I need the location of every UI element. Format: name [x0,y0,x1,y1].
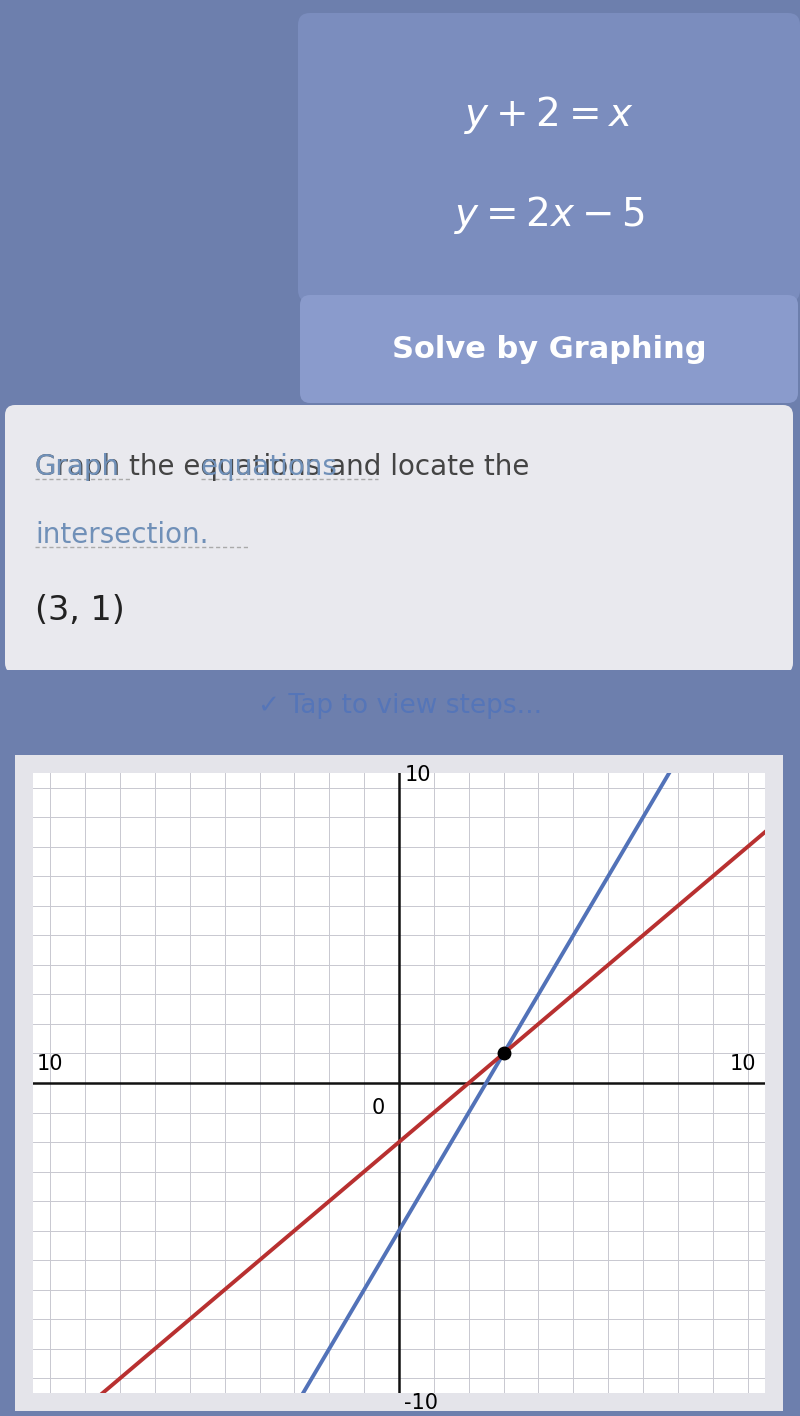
Text: intersection.: intersection. [35,521,209,549]
Text: (3, 1): (3, 1) [35,593,125,626]
FancyBboxPatch shape [7,748,791,1416]
Text: $y + 2 = x$: $y + 2 = x$ [464,93,634,136]
Text: Solve by Graphing: Solve by Graphing [392,334,706,364]
Text: ✓ Tap to view steps...: ✓ Tap to view steps... [258,692,542,719]
FancyBboxPatch shape [5,405,793,673]
Text: 10: 10 [404,765,430,784]
FancyBboxPatch shape [298,13,800,302]
Text: 0: 0 [372,1097,385,1117]
Text: equations: equations [201,453,338,481]
Text: 10: 10 [730,1054,757,1075]
Text: 10: 10 [37,1054,63,1075]
FancyBboxPatch shape [300,295,798,404]
Text: Graph the equations and locate the: Graph the equations and locate the [35,453,530,481]
Text: Graph: Graph [35,453,120,481]
Text: -10: -10 [404,1393,438,1413]
Text: $y = 2x - 5$: $y = 2x - 5$ [454,194,644,236]
